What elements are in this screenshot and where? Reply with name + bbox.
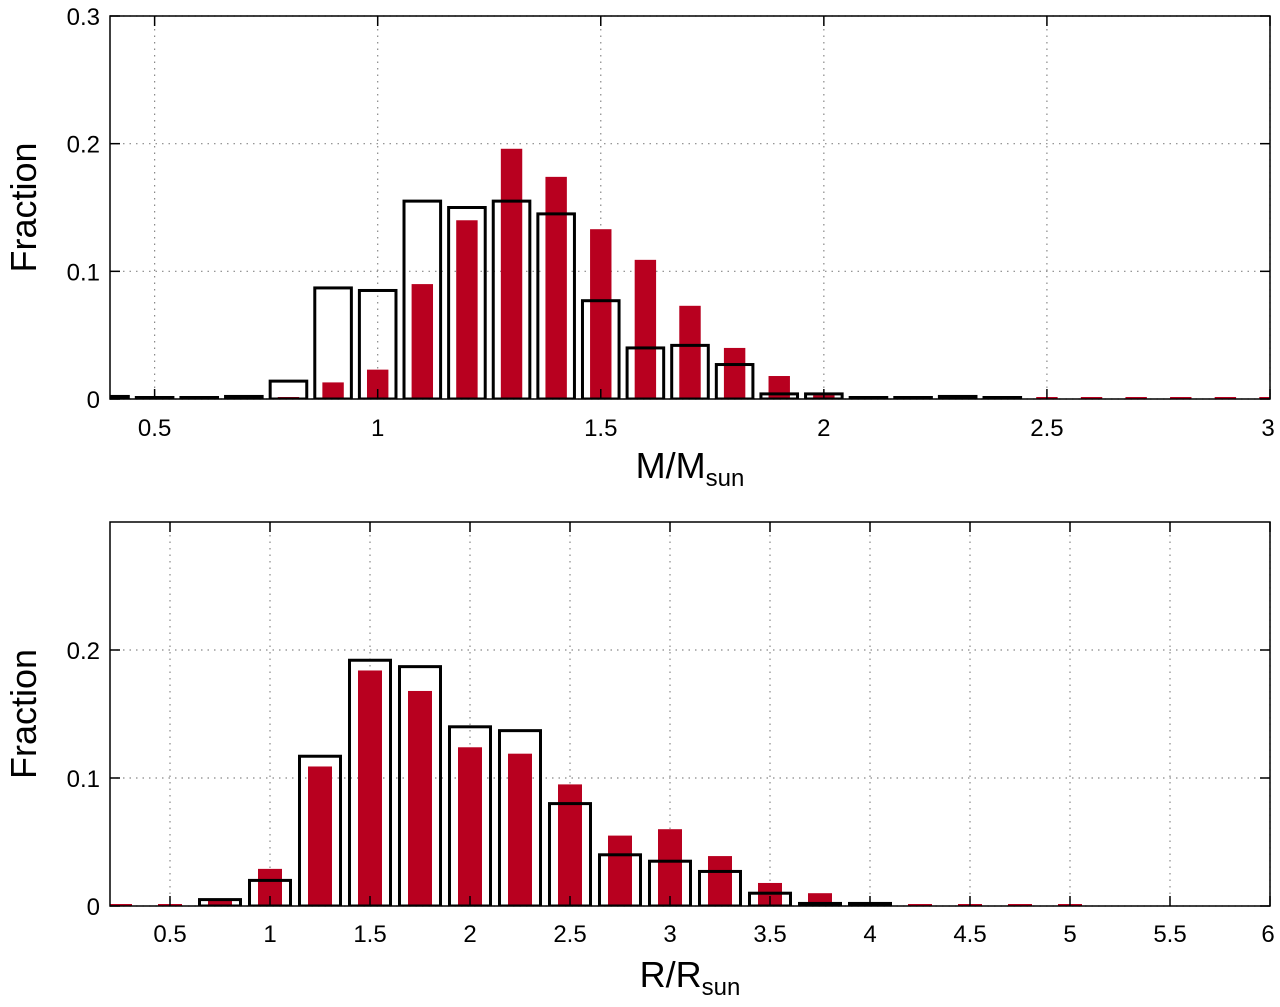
bar-filled [408,690,432,906]
bar-filled [1170,397,1192,399]
x-tick-label: 4 [863,921,876,948]
bar-filled [634,259,657,399]
bar-filled [723,347,746,399]
bar-outline [748,891,792,906]
x-tick-label: 6 [1261,921,1274,948]
bar-filled [908,904,932,906]
y-tick-label: 0 [87,894,100,921]
bar-outline [398,665,442,906]
bar-filled [358,670,382,906]
bar-filled [1080,397,1103,399]
bar-outline [498,729,542,906]
x-tick-label: 1 [263,921,276,948]
x-tick-label: 3 [663,921,676,948]
x-tick-label: 4.5 [953,921,986,948]
bar-filled [456,220,478,399]
bar-outline [268,379,309,399]
bar-filled [768,376,790,399]
x-tick-label: 5.5 [1153,921,1186,948]
bar-outline [759,392,800,399]
x-tick-label: 1.5 [584,415,617,442]
bar-filled [1008,904,1032,906]
bar-filled [1125,397,1147,399]
bar-filled [679,305,701,399]
bar-filled [308,766,332,906]
y-tick-label: 0.1 [67,259,100,286]
y-tick-label: 0.3 [67,4,100,31]
x-tick-label: 0.5 [153,921,186,948]
bar-outline [248,878,292,906]
bar-filled [1214,397,1237,399]
x-tick-label: 3 [1261,415,1274,442]
y-tick-label: 0 [87,387,100,414]
x-tick-label: 2 [817,415,830,442]
x-tick-label: 2.5 [553,921,586,948]
y-tick-label: 0.1 [67,766,100,793]
bar-outline [714,363,755,399]
bar-outline [648,859,692,906]
bar-filled [411,284,434,399]
mass-histogram-panel: 0.5 1 1.5 2 2.5 3 0 0.1 0.2 0.3 Fraction M/Msun [3,4,1275,492]
bar-outline [491,199,532,399]
bar-outline [798,901,842,906]
bar-outline [536,212,576,399]
bar-filled [545,176,567,399]
bar-filled [208,900,232,906]
bar-filled [366,369,389,399]
bar-filled [110,904,132,906]
bar-filled [508,753,532,906]
x-tick-label: 1 [371,415,384,442]
bar-filled [458,747,482,906]
bar-outline [357,288,398,399]
bar-outline [670,343,710,399]
bar-outline [698,869,742,906]
bar-filled [1259,397,1270,399]
y-tick-label: 0.2 [67,132,100,159]
axes-frame [109,521,1271,907]
bar-filled [590,229,612,399]
bar-filled [708,856,732,906]
x-axis-label: R/Rsun [640,954,741,1001]
bar-filled [658,829,682,906]
x-tick-label: 5 [1063,921,1076,948]
x-axis-label: M/Msun [636,445,745,492]
x-tick-label: 2 [463,921,476,948]
y-tick-label: 0.2 [67,638,100,665]
y-axis-label: Fraction [3,649,44,779]
x-tick-label: 2.5 [1030,415,1063,442]
bar-outline [402,199,443,399]
bar-filled [322,382,344,399]
bar-filled [500,148,523,399]
x-tick-label: 1.5 [353,921,386,948]
bar-outline [447,206,487,399]
y-axis-label: Fraction [3,142,44,272]
x-tick-label: 3.5 [753,921,786,948]
bar-filled [608,835,632,906]
plot-area [110,522,1270,906]
x-tick-label: 0.5 [138,415,171,442]
axes-frame [109,15,1271,400]
radius-histogram-panel: 0.5 1 1.5 2 2.5 3 3.5 4 4.5 5 5.5 6 0 0.1 0.2 Fraction R… [3,521,1275,1001]
bars-group [110,148,1270,399]
